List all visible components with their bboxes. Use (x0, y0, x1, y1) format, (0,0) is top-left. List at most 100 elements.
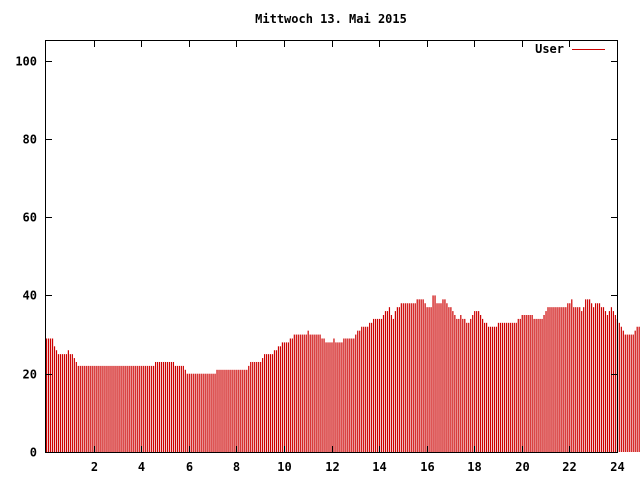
bar (325, 342, 327, 452)
bar (480, 315, 482, 452)
bar (624, 334, 626, 452)
bar (160, 361, 163, 452)
bar (404, 303, 406, 452)
bar (287, 342, 289, 452)
bar (363, 326, 365, 452)
bar (365, 326, 367, 452)
bar (75, 361, 77, 452)
bar (279, 346, 282, 452)
bar (450, 307, 452, 452)
legend: User (535, 42, 605, 56)
bar (628, 334, 630, 452)
bar (327, 342, 329, 452)
bar (174, 365, 177, 452)
bar (198, 373, 200, 452)
bar (489, 326, 492, 452)
bar (551, 307, 553, 452)
bar (301, 334, 303, 452)
bar (618, 322, 620, 452)
bar (591, 303, 593, 452)
bar (186, 373, 188, 452)
bar (394, 311, 396, 452)
y-tick-label: 0 (30, 446, 37, 460)
bar (412, 303, 414, 452)
bar (535, 318, 537, 452)
bar (339, 342, 341, 452)
bar (95, 365, 97, 452)
y-tick-label: 40 (23, 289, 37, 303)
bar (315, 334, 317, 452)
bar (361, 326, 363, 452)
bar (240, 369, 242, 452)
bar (600, 307, 603, 452)
bar (416, 299, 418, 452)
bar (442, 299, 444, 452)
bar (509, 322, 511, 452)
bar (408, 303, 410, 452)
y-axis: 0 20 40 60 80 100 (15, 55, 617, 460)
bar (196, 373, 198, 452)
bar (503, 322, 505, 452)
bar (248, 365, 250, 452)
bar (630, 334, 632, 452)
bar (224, 369, 226, 452)
bar (420, 299, 422, 452)
bar (384, 311, 387, 452)
bar (446, 303, 448, 452)
bar (424, 303, 426, 452)
x-tick-label: 12 (325, 460, 339, 474)
bar (166, 361, 169, 452)
bar (250, 361, 252, 452)
bar (283, 342, 286, 452)
bar (545, 311, 547, 452)
bar (478, 311, 480, 452)
y-tick-label: 20 (23, 368, 37, 382)
bar (458, 318, 460, 452)
bar (533, 318, 535, 452)
bar (246, 369, 248, 452)
bar (614, 315, 616, 452)
bar (622, 330, 624, 452)
bar (594, 303, 597, 452)
bar (376, 318, 379, 452)
bar (244, 369, 246, 452)
bar (398, 307, 400, 452)
bar (386, 311, 389, 452)
bar (234, 369, 236, 452)
bar (426, 307, 428, 452)
bar (63, 354, 66, 452)
plot-border (45, 40, 618, 453)
bar (252, 361, 254, 452)
bar (208, 373, 210, 452)
bar (575, 307, 577, 452)
bar (592, 307, 595, 452)
bar (380, 318, 383, 452)
bar (218, 369, 220, 452)
bar (113, 365, 115, 452)
bar-series-user (46, 295, 640, 452)
bar (347, 338, 349, 452)
bar (436, 303, 438, 452)
bar (598, 303, 601, 452)
bar (333, 338, 335, 452)
bar (573, 307, 575, 452)
bar (190, 373, 192, 452)
bar (541, 318, 543, 452)
bar (55, 350, 58, 452)
bar (69, 354, 71, 452)
bar (392, 318, 395, 452)
bar (634, 330, 636, 452)
x-tick-label: 18 (467, 460, 481, 474)
x-tick-label: 22 (562, 460, 576, 474)
bar (406, 303, 408, 452)
bar (612, 311, 614, 452)
bar (373, 318, 375, 452)
bar (105, 365, 107, 452)
bar (452, 311, 454, 452)
bar (256, 361, 258, 452)
bar (369, 322, 371, 452)
bar (539, 318, 541, 452)
bar (581, 311, 583, 452)
bar (519, 318, 521, 452)
bar (61, 354, 64, 452)
